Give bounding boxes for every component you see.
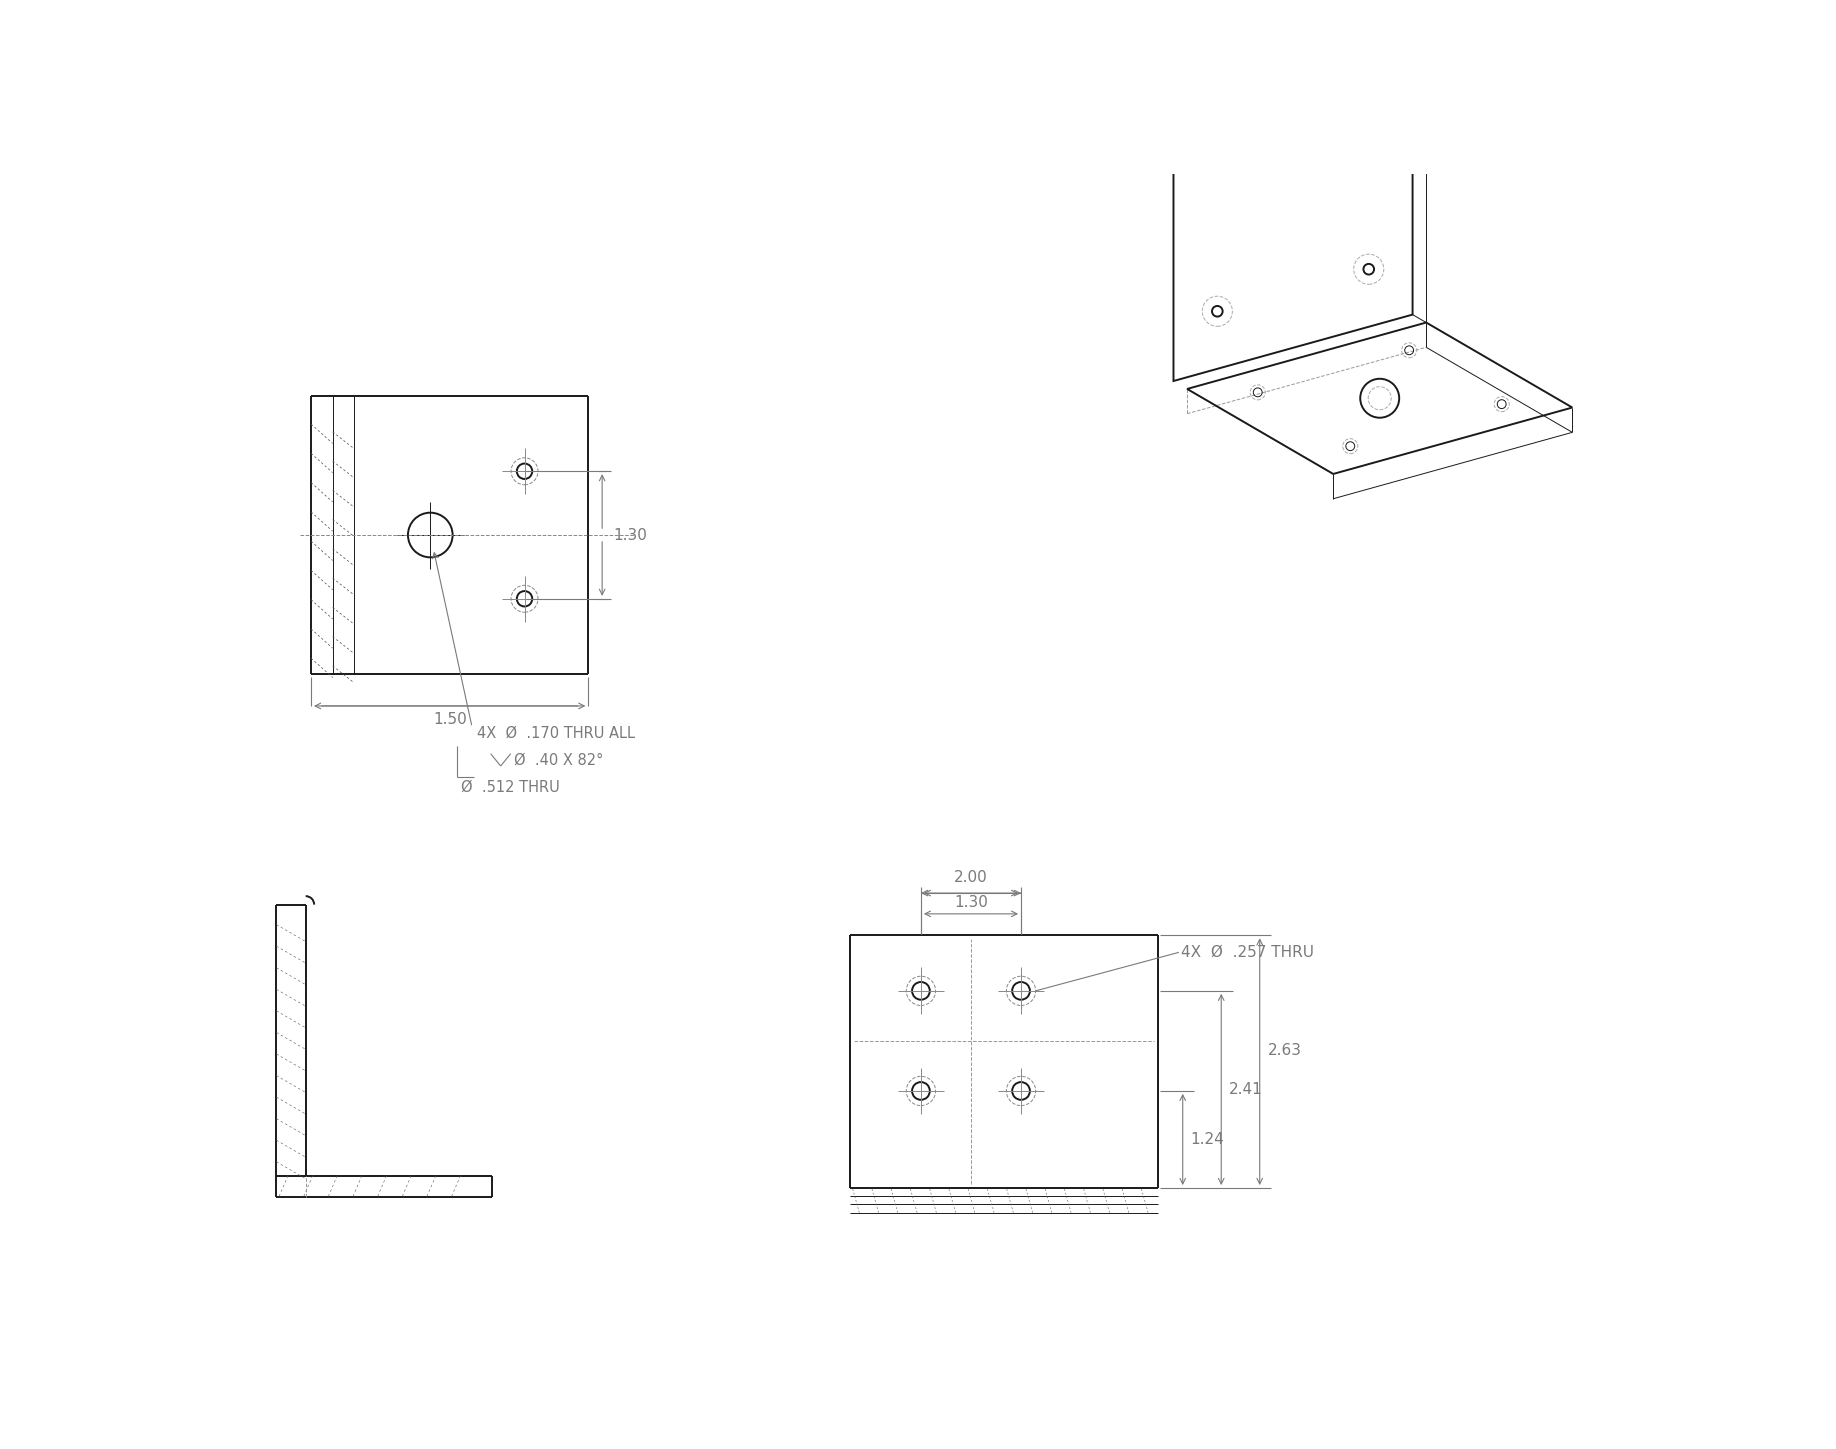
Text: 2.63: 2.63	[1267, 1043, 1302, 1058]
Text: Ø  .512 THRU: Ø .512 THRU	[461, 780, 560, 794]
Text: 1.30: 1.30	[613, 527, 648, 542]
Text: 1.30: 1.30	[955, 895, 988, 910]
Text: 2.41: 2.41	[1228, 1082, 1263, 1097]
Text: 4X  Ø  .170 THRU ALL: 4X Ø .170 THRU ALL	[477, 726, 635, 740]
Text: 2.00: 2.00	[955, 871, 988, 885]
Text: 1.24: 1.24	[1190, 1132, 1225, 1148]
Text: 1.50: 1.50	[433, 713, 466, 727]
Text: 4X  Ø  .257 THRU: 4X Ø .257 THRU	[1181, 945, 1315, 959]
Text: Ø  .40 X 82°: Ø .40 X 82°	[514, 752, 604, 768]
